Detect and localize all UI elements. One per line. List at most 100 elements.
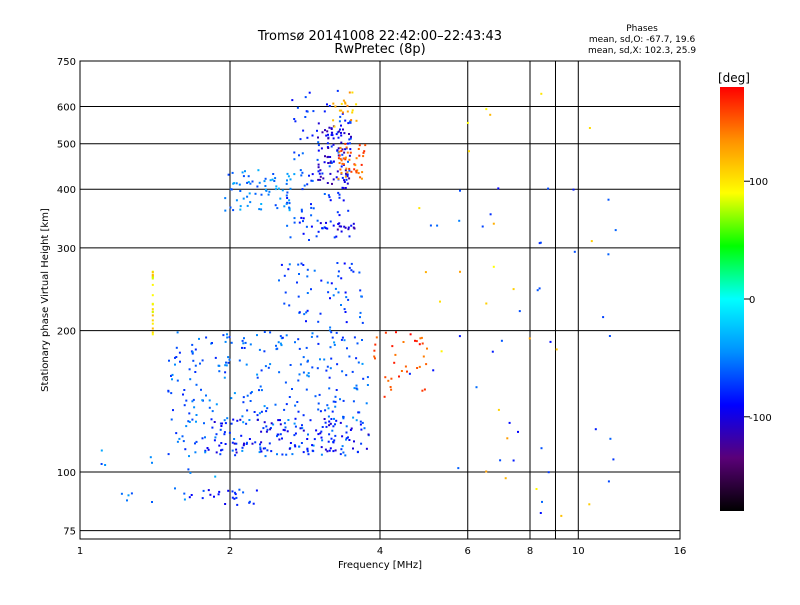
data-point xyxy=(497,187,500,190)
data-point xyxy=(329,199,332,202)
data-point xyxy=(297,338,300,341)
data-point xyxy=(334,287,337,290)
data-point xyxy=(353,168,356,171)
data-point xyxy=(269,179,272,182)
data-point xyxy=(333,125,336,128)
data-point xyxy=(269,331,272,334)
data-point xyxy=(151,271,154,274)
data-point xyxy=(223,376,226,379)
data-point xyxy=(350,119,353,122)
data-point xyxy=(259,443,261,446)
data-point xyxy=(330,162,333,164)
data-point xyxy=(326,281,329,284)
data-point xyxy=(422,355,425,358)
data-point xyxy=(429,224,432,227)
data-point xyxy=(335,176,338,179)
data-point xyxy=(344,226,347,229)
data-point xyxy=(175,356,178,358)
data-point xyxy=(291,388,293,390)
data-point xyxy=(316,129,318,132)
data-point xyxy=(227,361,230,364)
data-point xyxy=(393,361,396,364)
x-tick-label: 6 xyxy=(465,546,471,557)
data-point xyxy=(343,179,346,182)
data-point xyxy=(265,430,268,433)
data-point xyxy=(345,431,348,434)
data-point xyxy=(340,109,343,112)
data-point xyxy=(294,404,297,407)
data-point xyxy=(409,333,412,336)
data-point xyxy=(293,221,296,224)
colorbar-tick-label: -100 xyxy=(749,413,772,424)
data-point xyxy=(288,263,291,266)
colorbar-tick-label: 100 xyxy=(749,177,768,188)
data-point xyxy=(218,444,221,447)
data-point xyxy=(395,331,397,334)
data-point xyxy=(244,170,246,173)
data-point xyxy=(319,432,322,435)
data-point xyxy=(195,383,198,386)
data-point xyxy=(314,395,317,398)
data-point xyxy=(223,419,226,422)
data-point xyxy=(325,369,328,372)
data-point xyxy=(324,448,327,451)
data-point xyxy=(402,341,405,343)
data-point xyxy=(287,175,290,178)
data-point xyxy=(256,414,259,417)
data-point xyxy=(360,163,363,166)
data-point xyxy=(349,137,352,140)
data-point xyxy=(352,222,355,225)
data-point xyxy=(492,265,495,268)
data-point xyxy=(328,449,331,452)
data-point xyxy=(279,423,282,426)
data-point xyxy=(178,351,181,354)
data-point xyxy=(230,188,233,191)
data-point xyxy=(332,137,335,140)
data-point xyxy=(203,422,205,425)
data-point xyxy=(359,311,362,314)
data-point xyxy=(260,193,263,196)
data-point xyxy=(279,197,282,200)
data-point xyxy=(357,361,360,364)
data-point xyxy=(517,430,519,433)
data-point xyxy=(176,440,179,443)
data-point xyxy=(268,442,271,445)
data-point xyxy=(424,271,427,274)
data-point xyxy=(257,169,260,172)
data-point xyxy=(418,343,421,346)
data-point xyxy=(499,459,502,462)
data-point xyxy=(355,157,358,160)
data-point xyxy=(341,435,344,438)
data-point xyxy=(300,174,303,177)
data-point xyxy=(319,410,322,413)
data-point xyxy=(228,336,231,339)
data-point xyxy=(213,421,216,423)
data-point xyxy=(329,346,332,349)
data-point xyxy=(242,421,245,424)
data-point xyxy=(338,162,341,164)
data-point xyxy=(248,192,251,195)
data-point xyxy=(306,183,309,186)
data-point xyxy=(176,331,179,334)
data-point xyxy=(326,103,328,106)
data-point xyxy=(258,389,260,392)
data-point xyxy=(284,426,287,429)
data-point xyxy=(304,116,307,118)
data-point xyxy=(296,401,299,403)
data-point xyxy=(323,193,326,195)
data-point xyxy=(359,420,362,423)
data-point xyxy=(255,489,258,492)
data-point xyxy=(334,434,337,437)
data-point xyxy=(348,177,351,180)
data-point xyxy=(280,344,283,347)
data-point xyxy=(387,379,390,382)
data-point xyxy=(277,187,280,190)
data-point xyxy=(179,360,181,363)
data-point xyxy=(181,435,184,438)
data-point xyxy=(284,381,287,384)
data-point xyxy=(347,298,350,301)
data-point xyxy=(127,494,130,497)
data-point xyxy=(319,222,322,225)
